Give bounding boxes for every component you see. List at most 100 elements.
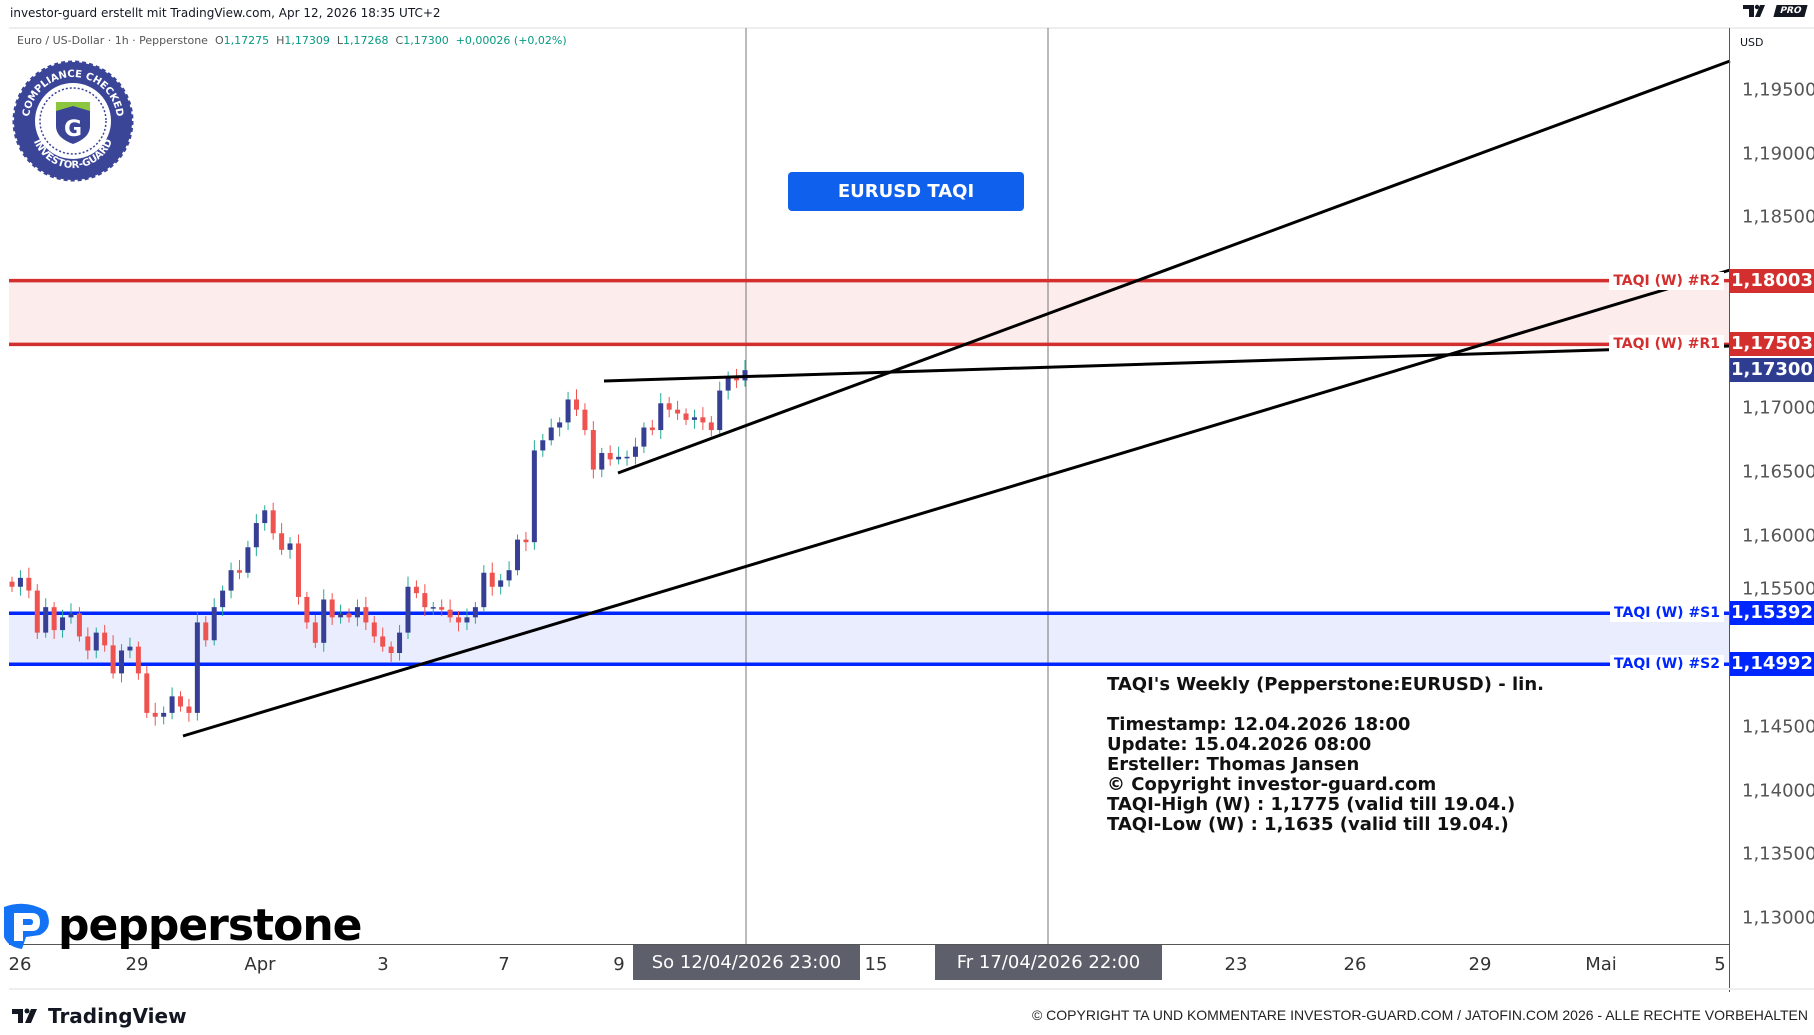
level-price-tag: 1,17503	[1730, 332, 1814, 357]
time-tick: 26	[8, 954, 32, 975]
candle-body	[464, 617, 470, 623]
open-value: 1,17275	[223, 34, 270, 47]
trendline-flat-resistance[interactable]	[603, 344, 1731, 383]
candle-body	[506, 570, 512, 581]
time-tick: 29	[125, 954, 149, 975]
price-tick: 1,19000	[1742, 143, 1814, 165]
candle	[548, 418, 554, 446]
candle-body	[456, 617, 462, 623]
candle-body	[68, 613, 74, 618]
candle	[26, 567, 32, 599]
open-label: O	[214, 34, 224, 47]
tradingview-logo-icon	[12, 1008, 37, 1023]
level-name-label: TAQI (W) #S1	[1610, 604, 1724, 623]
candle-body	[371, 622, 377, 637]
time-tick: 3	[377, 954, 389, 975]
candle	[413, 580, 419, 599]
candle	[481, 565, 487, 613]
candle	[194, 612, 200, 721]
candle-body	[228, 570, 234, 591]
candle	[287, 537, 293, 559]
candle	[203, 616, 209, 647]
info-timestamp: Timestamp: 12.04.2026 18:00	[1107, 714, 1411, 735]
candle	[691, 409, 697, 429]
candle-body	[439, 607, 445, 610]
info-taqi-low: TAQI-Low (W) : 1,1635 (valid till 19.04.…	[1107, 814, 1509, 835]
candle-body	[203, 622, 209, 641]
close-label: C	[395, 34, 404, 47]
time-tick: 23	[1224, 954, 1248, 975]
candle	[641, 422, 647, 453]
candle-body	[287, 543, 293, 550]
candle-body	[472, 607, 478, 618]
date-marker-time-label: Fr 17/04/2026 22:00	[935, 945, 1162, 980]
candle	[430, 602, 436, 615]
level-price-tag: 1,15392	[1730, 601, 1814, 626]
trendline-upper-rising[interactable]	[617, 59, 1731, 475]
candle-body	[93, 632, 99, 651]
tradingview-pro-logo: PRO	[1742, 4, 1808, 18]
time-tick: 7	[498, 954, 510, 975]
currency-label[interactable]: USD	[1740, 36, 1764, 49]
crosshair-time-label: So 12/04/2026 23:00	[633, 945, 860, 980]
candle	[506, 561, 512, 587]
time-axis-border	[9, 944, 1729, 945]
candle	[397, 624, 403, 661]
candle-body	[152, 712, 158, 717]
candle-body	[447, 609, 453, 618]
candle	[245, 540, 251, 578]
candle	[354, 599, 360, 627]
candle	[144, 665, 150, 718]
candle-body	[481, 572, 487, 608]
footer-copyright: © COPYRIGHT TA UND KOMMENTARE INVESTOR-G…	[1031, 1007, 1808, 1023]
candle-body	[531, 450, 537, 543]
candle	[9, 576, 15, 592]
candle	[76, 607, 82, 642]
level-name-label: TAQI (W) #R2	[1609, 271, 1724, 290]
trendline-lower-channel[interactable]	[182, 268, 1731, 738]
candle-body	[211, 607, 217, 641]
candle	[338, 604, 344, 624]
candle	[472, 602, 478, 624]
candle-body	[245, 547, 251, 573]
candle	[405, 576, 411, 639]
candle-body	[119, 650, 125, 674]
candle-body	[380, 636, 386, 647]
candle-body	[582, 409, 588, 431]
candle	[371, 616, 377, 643]
candle	[573, 389, 579, 417]
candle	[85, 627, 91, 660]
high-label: H	[276, 34, 285, 47]
candle-body	[590, 430, 596, 470]
candle	[380, 627, 386, 652]
candle	[599, 447, 605, 478]
close-value: 1,17300	[403, 34, 449, 47]
price-tick: 1,19500	[1742, 79, 1814, 101]
candle-body	[632, 446, 638, 457]
candle-body	[262, 510, 268, 524]
candle	[43, 598, 49, 638]
candle	[717, 381, 723, 436]
candle-body	[144, 673, 150, 713]
candle-body	[624, 456, 630, 459]
price-tick: 1,18500	[1742, 206, 1814, 228]
candle	[422, 584, 428, 617]
symbol-name: Euro / US-Dollar · 1h · Pepperstone	[17, 34, 208, 47]
candle-body	[161, 712, 167, 717]
price-tick: 1,17000	[1742, 397, 1814, 419]
level-name-label: TAQI (W) #R1	[1609, 335, 1724, 354]
candle-body	[683, 413, 689, 420]
snapshot-title-button[interactable]: EURUSD TAQI SNAPSHOT	[788, 172, 1024, 241]
candle	[220, 585, 226, 617]
candle	[515, 534, 521, 576]
candle-body	[515, 539, 521, 571]
candle-body	[110, 645, 116, 674]
tradingview-footer-logo[interactable]: TradingView	[12, 1004, 187, 1028]
candle	[152, 702, 158, 726]
candle-body	[523, 539, 529, 543]
candle-body	[34, 590, 40, 633]
candle-body	[127, 646, 133, 651]
candle-body	[430, 607, 436, 609]
candle	[228, 562, 234, 599]
